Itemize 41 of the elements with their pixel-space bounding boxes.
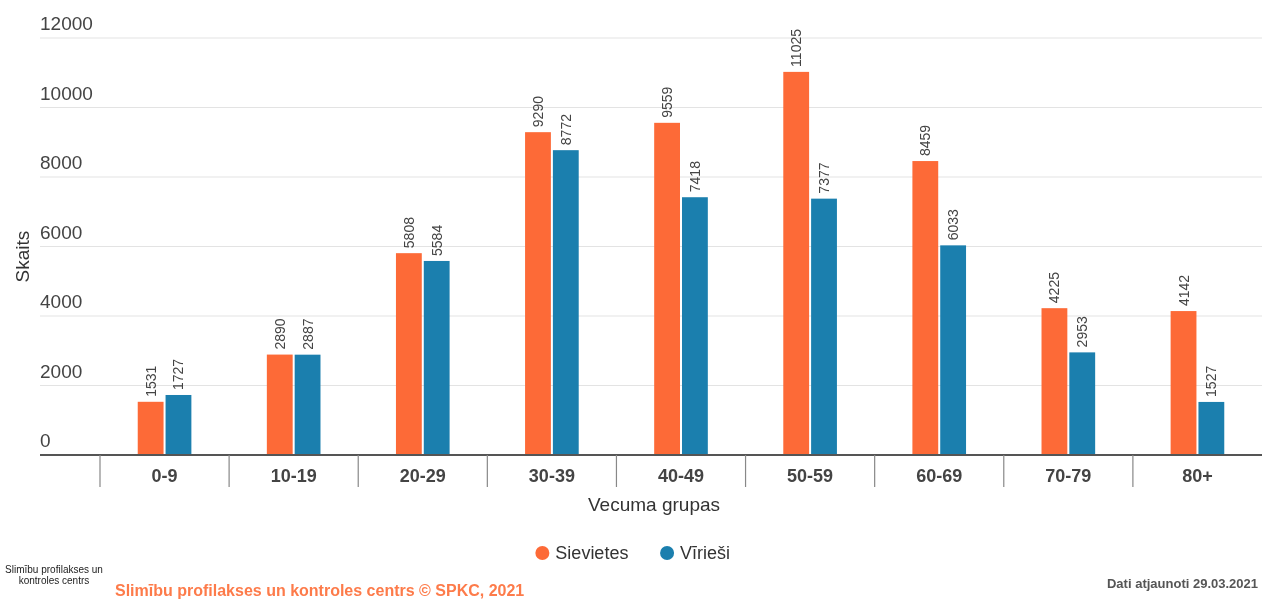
data-label: 8772	[557, 113, 574, 146]
x-tick-label: 80+	[1182, 466, 1213, 486]
x-tick-label: 40-49	[657, 466, 705, 486]
y-axis-title: Skaits	[12, 230, 33, 283]
y-tick-label: 2000	[40, 360, 83, 382]
data-label: 1527	[1203, 365, 1220, 397]
data-label: 4225	[1046, 271, 1063, 304]
data-label: 4142	[1175, 274, 1192, 307]
x-tick-label: 30-39	[528, 466, 575, 486]
legend-label: Vīrieši	[680, 543, 731, 563]
data-label: 9559	[659, 86, 676, 118]
y-tick-label: 10000	[40, 82, 93, 104]
data-label: 5584	[428, 224, 445, 256]
x-tick-label: 20-29	[399, 466, 446, 486]
data-label: 2890	[271, 318, 288, 350]
data-label: 7377	[816, 162, 833, 194]
text: Slimību profilakses un kontroles centrs	[5, 564, 103, 586]
text: Slimību profilakses un kontroles centrs © SPKC, 2021	[115, 582, 525, 599]
x-tick-label: 50-59	[787, 466, 834, 486]
data-label: 8459	[917, 124, 934, 157]
data-label: 1531	[142, 365, 159, 397]
x-tick-label: 10-19	[270, 466, 317, 486]
y-tick-label: 8000	[40, 152, 83, 173]
text: Dati atjaunoti 29.03.2021	[1106, 576, 1258, 591]
x-axis-title: Vecuma grupas	[587, 494, 721, 515]
y-tick-label: 0	[40, 430, 51, 451]
data-label: 11025	[788, 28, 805, 67]
data-label: 6033	[945, 208, 962, 241]
x-tick-label: 0-9	[151, 466, 178, 486]
y-tick-label: 12000	[40, 13, 93, 34]
data-label: 2953	[1074, 316, 1091, 348]
data-label: 5808	[400, 216, 417, 249]
data-label: 7418	[686, 160, 703, 193]
x-tick-label: 70-79	[1045, 466, 1092, 486]
y-tick-label: 4000	[40, 291, 83, 312]
y-tick-label: 6000	[40, 221, 83, 243]
data-label: 9290	[529, 95, 546, 128]
x-tick-label: 60-69	[916, 466, 963, 486]
legend-label: Sievietes	[555, 543, 629, 563]
data-label: 1727	[170, 358, 187, 390]
data-label: 2887	[299, 318, 316, 350]
